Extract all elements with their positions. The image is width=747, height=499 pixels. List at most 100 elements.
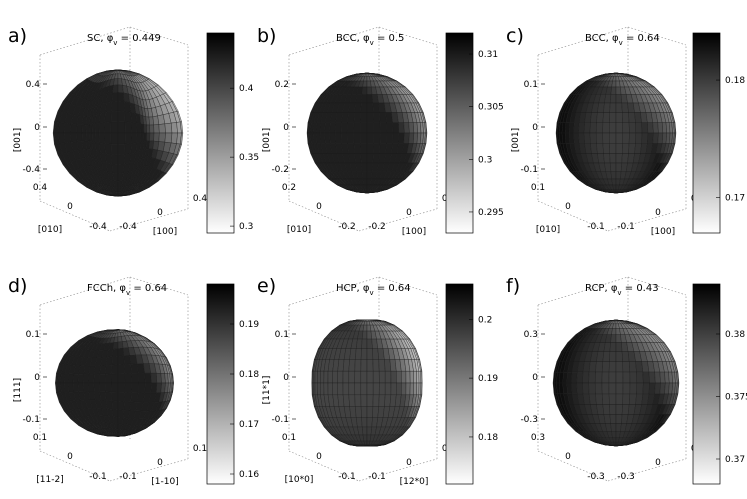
surface-facet-0-236: [104, 121, 112, 134]
surface-facet-4-180: [355, 348, 362, 360]
surface-facet-3-319: [100, 400, 108, 409]
axis-frame-line-0-2: [109, 208, 189, 232]
colorbar-tick-label: 0.2: [478, 315, 492, 325]
surface-facet-4-236: [354, 371, 361, 384]
surface-facet-4-181: [360, 348, 368, 360]
surface-facet-1-296: [379, 143, 387, 154]
y-axis-label: [010]: [287, 225, 311, 235]
surface-facet-5-181: [609, 351, 617, 362]
surface-facet-5-206: [588, 361, 597, 373]
y-tick-label: -0.3: [587, 472, 605, 482]
colorbar-tick-label: 0.19: [239, 320, 259, 330]
panel-title-sub: v: [113, 39, 117, 47]
surface-facet-4-235: [348, 371, 355, 384]
surface-facet-5-262: [588, 382, 596, 395]
surface-facet-3-295: [124, 392, 132, 403]
surface-facet-2-268: [628, 132, 636, 144]
surface-facet-2-272: [652, 132, 659, 144]
z-tick-label: 0.1: [524, 80, 538, 90]
surface-facet-4-295: [372, 394, 380, 407]
surface-facet-4-266: [366, 382, 374, 395]
surface-facet-1-237: [360, 122, 368, 134]
surface-facet-3-183: [123, 355, 131, 365]
surface-facet-1-263: [347, 132, 355, 144]
surface-facet-0-275: [158, 132, 166, 143]
surface-facet-0-291: [99, 142, 106, 155]
colorbar: [692, 32, 721, 234]
surface-facet-4-247: [413, 371, 417, 384]
surface-facet-4-264: [354, 382, 361, 395]
surface-facet-2-292: [602, 143, 610, 154]
surface-facet-2-320: [603, 153, 611, 164]
x-tick-label: 0.1: [193, 444, 207, 454]
colorbar-tick-label: 0.3: [239, 222, 253, 232]
surface-facet-3-270: [144, 382, 152, 393]
colorbar-tick-label: 0.295: [478, 208, 504, 218]
surface-facet-0-208: [104, 111, 112, 123]
surface-facet-1-270: [392, 132, 400, 144]
surface-facet-3-293: [111, 391, 119, 402]
colorbar-tick-label: 0.31: [478, 50, 498, 60]
surface-facet-4-229: [320, 371, 325, 384]
surface-facet-0-153: [111, 92, 119, 102]
surface-facet-1-258: [319, 132, 326, 144]
surface-facet-0-292: [104, 143, 112, 155]
axis-frame-line-4-2: [358, 458, 438, 482]
panel-title-sub: v: [617, 289, 621, 297]
surface-facet-2-296: [628, 143, 636, 154]
surface-facet-1-292: [353, 143, 361, 154]
surface-facet-1-239: [373, 122, 381, 134]
surface-facet-3-233: [88, 374, 95, 384]
surface-facet-3-239: [124, 373, 132, 384]
surface-facet-1-234: [340, 122, 348, 134]
surface-facet-1-294: [366, 143, 374, 154]
surface-facet-4-265: [360, 382, 368, 395]
surface-facet-5-236: [601, 371, 610, 384]
surface-facet-5-269: [636, 382, 644, 395]
surface-facet-3-240: [131, 373, 139, 384]
y-axis-label: [11-2]: [36, 475, 63, 485]
surface-facet-1-262: [340, 132, 348, 144]
z-tick-label: 0: [283, 123, 289, 133]
y-tick-label: 0: [316, 202, 322, 212]
surface-facet-3-349: [112, 409, 119, 418]
surface-facet-5-243: [648, 371, 656, 384]
surface-facet-5-239: [622, 371, 631, 384]
surface-facet-2-265: [609, 132, 617, 144]
surface-facet-2-263: [596, 132, 604, 144]
surface-facet-4-267: [373, 382, 380, 395]
surface-facet-4-256: [317, 382, 321, 395]
surface-facet-0-258: [81, 132, 87, 142]
surface-facet-5-182: [615, 351, 623, 362]
surface-facet-4-272: [401, 382, 407, 395]
surface-facet-2-270: [641, 132, 649, 144]
surface-facet-5-258: [566, 382, 573, 395]
surface-facet-5-267: [622, 382, 631, 395]
surface-facet-3-291: [99, 391, 107, 401]
surface-facet-5-230: [566, 371, 573, 384]
z-tick-label: 0: [532, 373, 538, 383]
surface-facet-5-208: [602, 361, 610, 373]
surface-facet-4-269: [385, 382, 392, 395]
surface-facet-1-230: [319, 122, 326, 134]
surface-facet-2-212: [628, 112, 636, 123]
surface-facet-1-319: [348, 153, 356, 164]
surface-facet-0-286: [82, 140, 88, 150]
surface-facet-4-248: [416, 371, 420, 384]
surface-facet-0-243: [143, 124, 147, 134]
surface-facet-5-264: [601, 382, 610, 395]
surface-facet-0-235: [98, 122, 105, 134]
surface-facet-2-271: [647, 132, 654, 144]
colorbar-tick-label: 0.4: [239, 84, 254, 94]
panel-label: f): [506, 275, 520, 297]
surface-facet-1-232: [329, 122, 336, 134]
surface-facet-0-274: [153, 132, 160, 142]
surface-facet-3-125: [112, 341, 119, 350]
surface-facet-3-258: [72, 382, 79, 393]
surface-facet-3-262: [93, 382, 100, 392]
surface-facet-1-209: [360, 112, 368, 123]
surface-facet-4-271: [396, 382, 402, 395]
colorbar: [206, 32, 235, 234]
surface-facet-4-233: [337, 371, 344, 384]
z-tick-label: 0: [34, 123, 40, 133]
